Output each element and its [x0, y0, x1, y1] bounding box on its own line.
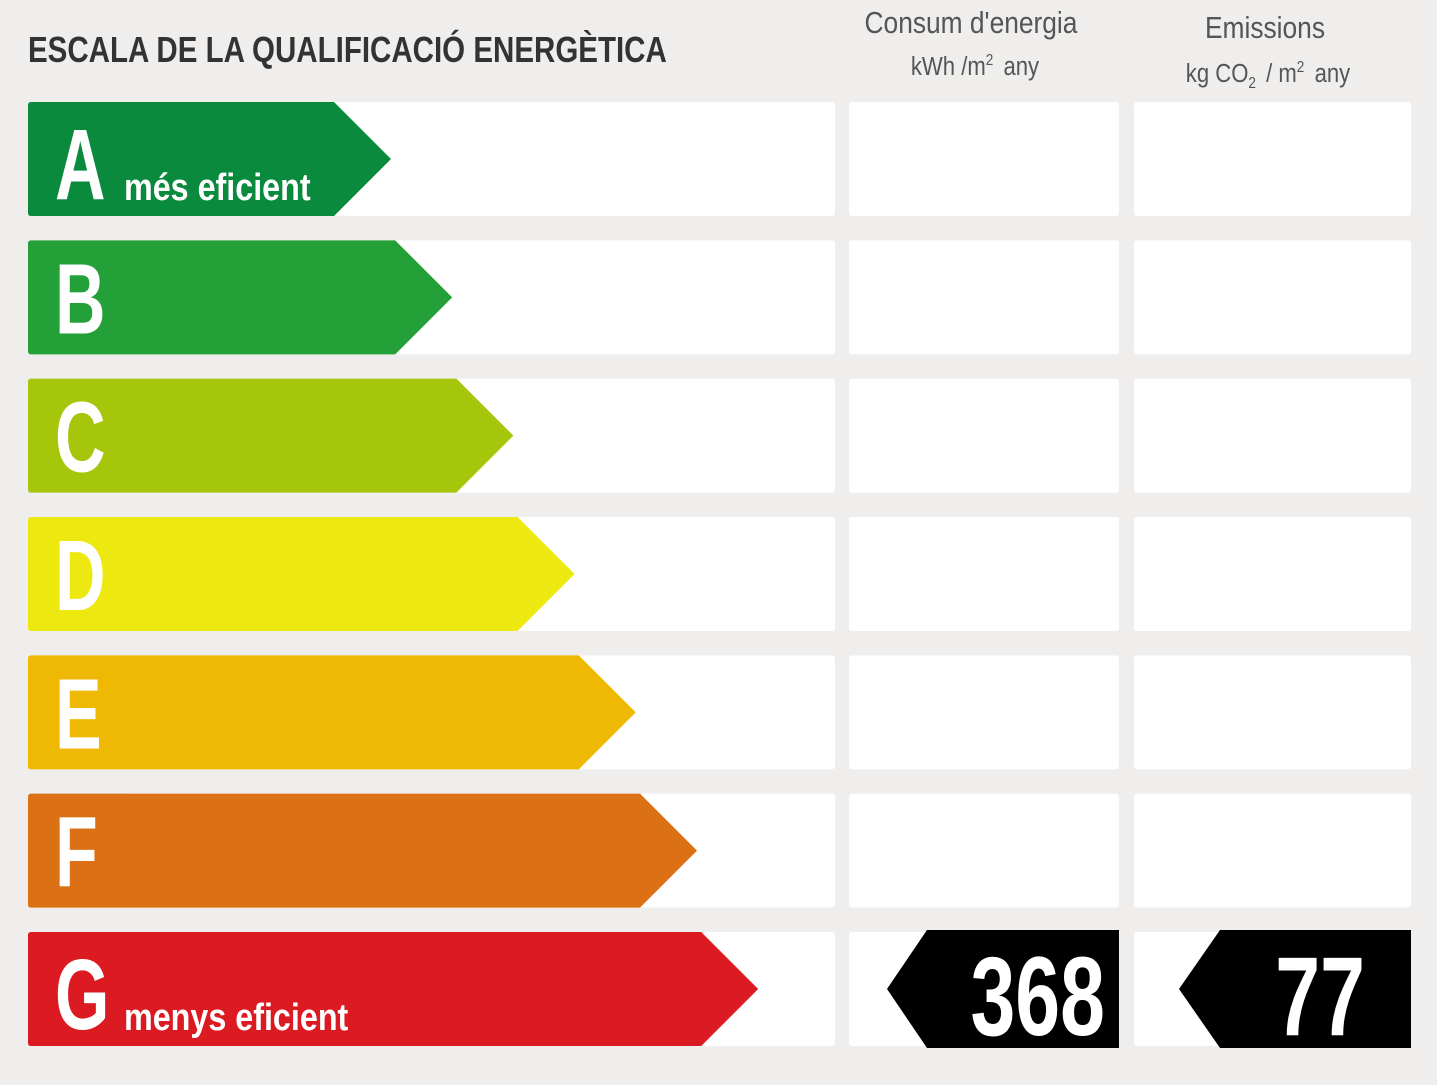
rating-arrow	[28, 240, 453, 355]
energy-value: 368	[970, 934, 1105, 1059]
emissions-cell	[1134, 378, 1411, 493]
energy-cell	[849, 378, 1119, 493]
unit-sup: 2	[1297, 59, 1305, 76]
unit-part: kg CO	[1186, 59, 1249, 88]
column-title: Consum d'energia	[865, 6, 1078, 40]
emissions-cell	[1134, 240, 1411, 355]
rating-letter: B	[55, 244, 106, 355]
rating-letter: F	[55, 797, 98, 908]
column-unit: kWh /m2 any	[911, 52, 1039, 81]
column-title: Emissions	[1205, 11, 1325, 45]
rating-label: més eficient	[124, 167, 311, 209]
emissions-indicator	[1179, 929, 1411, 1048]
rating-letter: D	[55, 521, 106, 632]
rating-arrow	[28, 931, 759, 1046]
emissions-cell	[1134, 793, 1411, 908]
unit-part: kWh /m	[911, 52, 986, 81]
unit-sub: 2	[1248, 75, 1256, 92]
unit-part: / m	[1266, 59, 1297, 88]
rating-arrow	[28, 378, 514, 493]
rating-arrow	[28, 655, 636, 770]
rating-arrow	[28, 102, 391, 216]
energy-cell	[849, 516, 1119, 631]
column-unit: kg CO2/ m2 any	[1186, 59, 1350, 92]
emissions-value: 77	[1275, 934, 1365, 1059]
rating-letter: C	[55, 382, 106, 493]
emissions-cell	[1134, 516, 1411, 631]
energy-indicator	[887, 929, 1119, 1048]
emissions-cell	[1134, 655, 1411, 770]
energy-cell	[849, 655, 1119, 770]
unit-part: any	[1003, 52, 1039, 81]
emissions-cell	[1134, 102, 1411, 216]
rating-letter: A	[55, 110, 106, 221]
unit-sup: 2	[986, 52, 994, 69]
energy-cell	[849, 240, 1119, 355]
rating-letter: G	[55, 940, 109, 1051]
unit-part: any	[1315, 59, 1351, 88]
energy-cell	[849, 102, 1119, 216]
title: ESCALA DE LA QUALIFICACIÓ ENERGÈTICA	[28, 29, 667, 69]
rating-arrow	[28, 793, 697, 908]
rating-label: menys eficient	[124, 997, 349, 1039]
rating-letter: E	[55, 659, 102, 770]
rating-arrow	[28, 516, 575, 631]
energy-cell	[849, 793, 1119, 908]
